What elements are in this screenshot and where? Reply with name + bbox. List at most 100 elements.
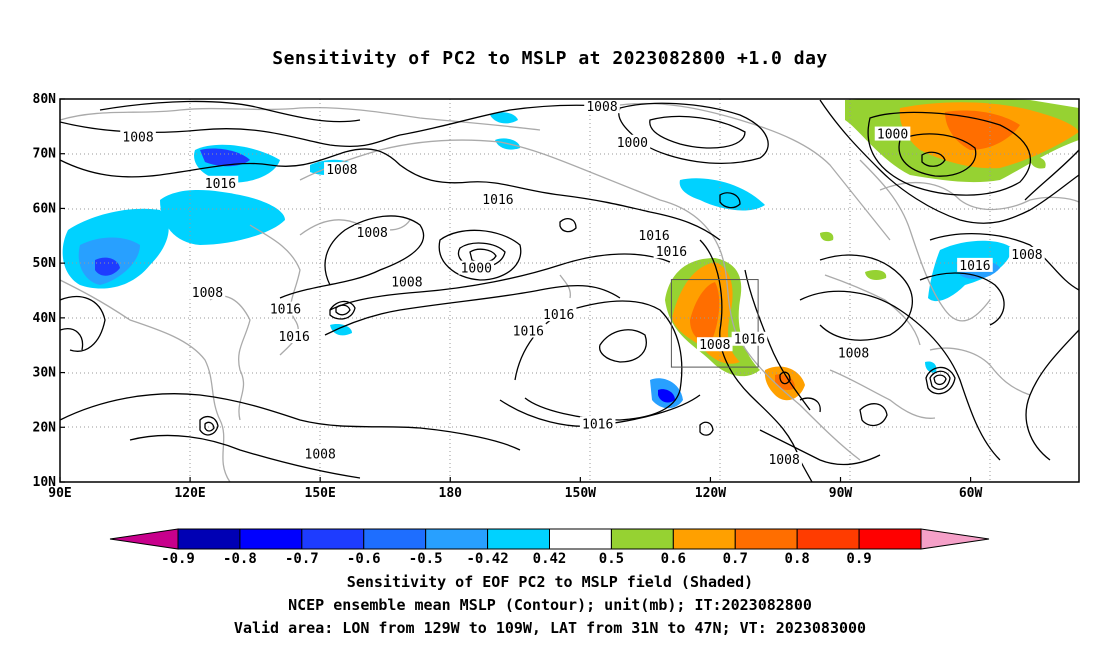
contour-label-bg — [302, 446, 338, 461]
isobar — [329, 300, 356, 320]
isobar — [1024, 149, 1079, 201]
contour-label: 1000 — [617, 136, 648, 151]
contour-label-bg — [653, 244, 690, 259]
plot-title: Sensitivity of PC2 to MSLP at 2023082800… — [272, 48, 828, 69]
shade-negative — [658, 389, 675, 403]
lon-label: 90W — [829, 486, 853, 501]
colorbar-label: 0.7 — [723, 551, 748, 567]
colorbar-label: 0.42 — [533, 551, 567, 567]
isobar — [99, 100, 361, 123]
contour-label: 1016 — [959, 259, 990, 274]
contour-label-bg — [835, 345, 872, 360]
contour-label: 1008 — [838, 346, 869, 361]
valid-area-box — [670, 279, 759, 368]
isobar — [744, 269, 811, 411]
isobar — [779, 371, 791, 385]
contour-label-bg — [324, 162, 360, 177]
isobar — [699, 239, 813, 482]
isobar — [335, 304, 351, 316]
lon-label: 150E — [305, 486, 336, 501]
colorbar-label: 0.9 — [846, 551, 871, 567]
shade-negative — [490, 112, 518, 124]
coastline — [859, 159, 991, 322]
contour-label: 1008 — [357, 226, 388, 241]
isobar — [60, 328, 84, 351]
contour-label: 1016 — [513, 325, 544, 340]
colorbar-label: -0.7 — [285, 551, 319, 567]
colorbar-box — [734, 528, 798, 550]
isobar — [324, 284, 621, 336]
isobar — [719, 192, 741, 209]
shade-negative — [160, 190, 285, 245]
colorbar-box — [177, 528, 241, 550]
contour-label-bg — [510, 323, 547, 338]
isobar — [859, 403, 888, 427]
contour-label: 1008 — [768, 453, 799, 468]
colorbar-label: -0.42 — [467, 551, 509, 567]
shade-positive — [820, 231, 834, 242]
coastline — [619, 102, 891, 241]
contour-label-bg — [874, 126, 911, 141]
coastline — [60, 106, 541, 131]
contour-label: 1008 — [122, 130, 153, 145]
contour-label: 1016 — [543, 308, 574, 323]
lat-label: 50N — [33, 256, 57, 271]
isobar — [929, 233, 1079, 291]
shade-negative — [200, 148, 250, 167]
lat-label: 20N — [33, 420, 57, 435]
contour-label: 1008 — [391, 275, 422, 290]
mslp-contours — [60, 99, 1079, 482]
contour-label: 1008 — [305, 448, 336, 463]
plot-frame — [59, 98, 1080, 483]
isobar — [925, 366, 956, 395]
lat-label: 40N — [33, 311, 57, 326]
isobar — [60, 393, 521, 451]
colorbar-label: 0.8 — [785, 551, 810, 567]
colorbar-label: 0.5 — [599, 551, 624, 567]
isobar — [329, 253, 671, 311]
contour-label: 1016 — [638, 229, 669, 244]
contour-label: 1008 — [1011, 248, 1042, 263]
isobar — [799, 290, 1001, 461]
lon-label: 60W — [959, 486, 983, 501]
coastline — [879, 181, 1079, 211]
coastline — [829, 369, 936, 419]
contour-label: 1008 — [586, 100, 617, 115]
contour-label-bg — [696, 337, 733, 352]
isobar — [469, 248, 497, 263]
lon-label: 120W — [695, 486, 726, 501]
colorbar-label: -0.8 — [223, 551, 257, 567]
isobar — [929, 370, 951, 390]
contour-label-bg — [614, 134, 651, 149]
shade-positive — [690, 282, 720, 342]
lat-label: 60N — [33, 201, 57, 216]
coastline — [579, 167, 861, 461]
contour-label-bg — [276, 329, 312, 344]
contour-label-bg — [267, 301, 304, 316]
contour-label-bg — [389, 274, 425, 289]
contour-label: 1016 — [582, 418, 613, 433]
shade-negative — [330, 323, 352, 336]
colorbar-box — [425, 528, 489, 550]
contour-label-bg — [120, 129, 156, 144]
contour-label-bg — [480, 192, 516, 207]
isobar — [60, 148, 721, 241]
sensitivity-shading — [62, 99, 1079, 409]
coastline — [824, 274, 921, 346]
contour-label: 1008 — [699, 338, 730, 353]
isobar — [438, 229, 522, 281]
isobar — [1025, 329, 1079, 461]
isobar — [933, 374, 947, 386]
colorbar-box — [858, 528, 922, 550]
lat-label: 10N — [33, 475, 57, 490]
lon-label: 90E — [48, 486, 71, 501]
isobar — [759, 429, 881, 466]
lat-label: 80N — [33, 92, 57, 107]
lat-axis-labels: 80N 70N 60N 50N 40N 30N 20N 10N — [33, 92, 65, 490]
contour-label: 1016 — [734, 333, 765, 348]
colorbar: -0.9 -0.8 -0.7 -0.6 -0.5 -0.42 0.42 0.5 0.6 0.7 0.… — [109, 528, 990, 567]
lon-label: 180 — [439, 486, 463, 501]
lon-axis-labels: 90E 120E 150E 180 150W 120W 90W 60W — [48, 477, 983, 501]
